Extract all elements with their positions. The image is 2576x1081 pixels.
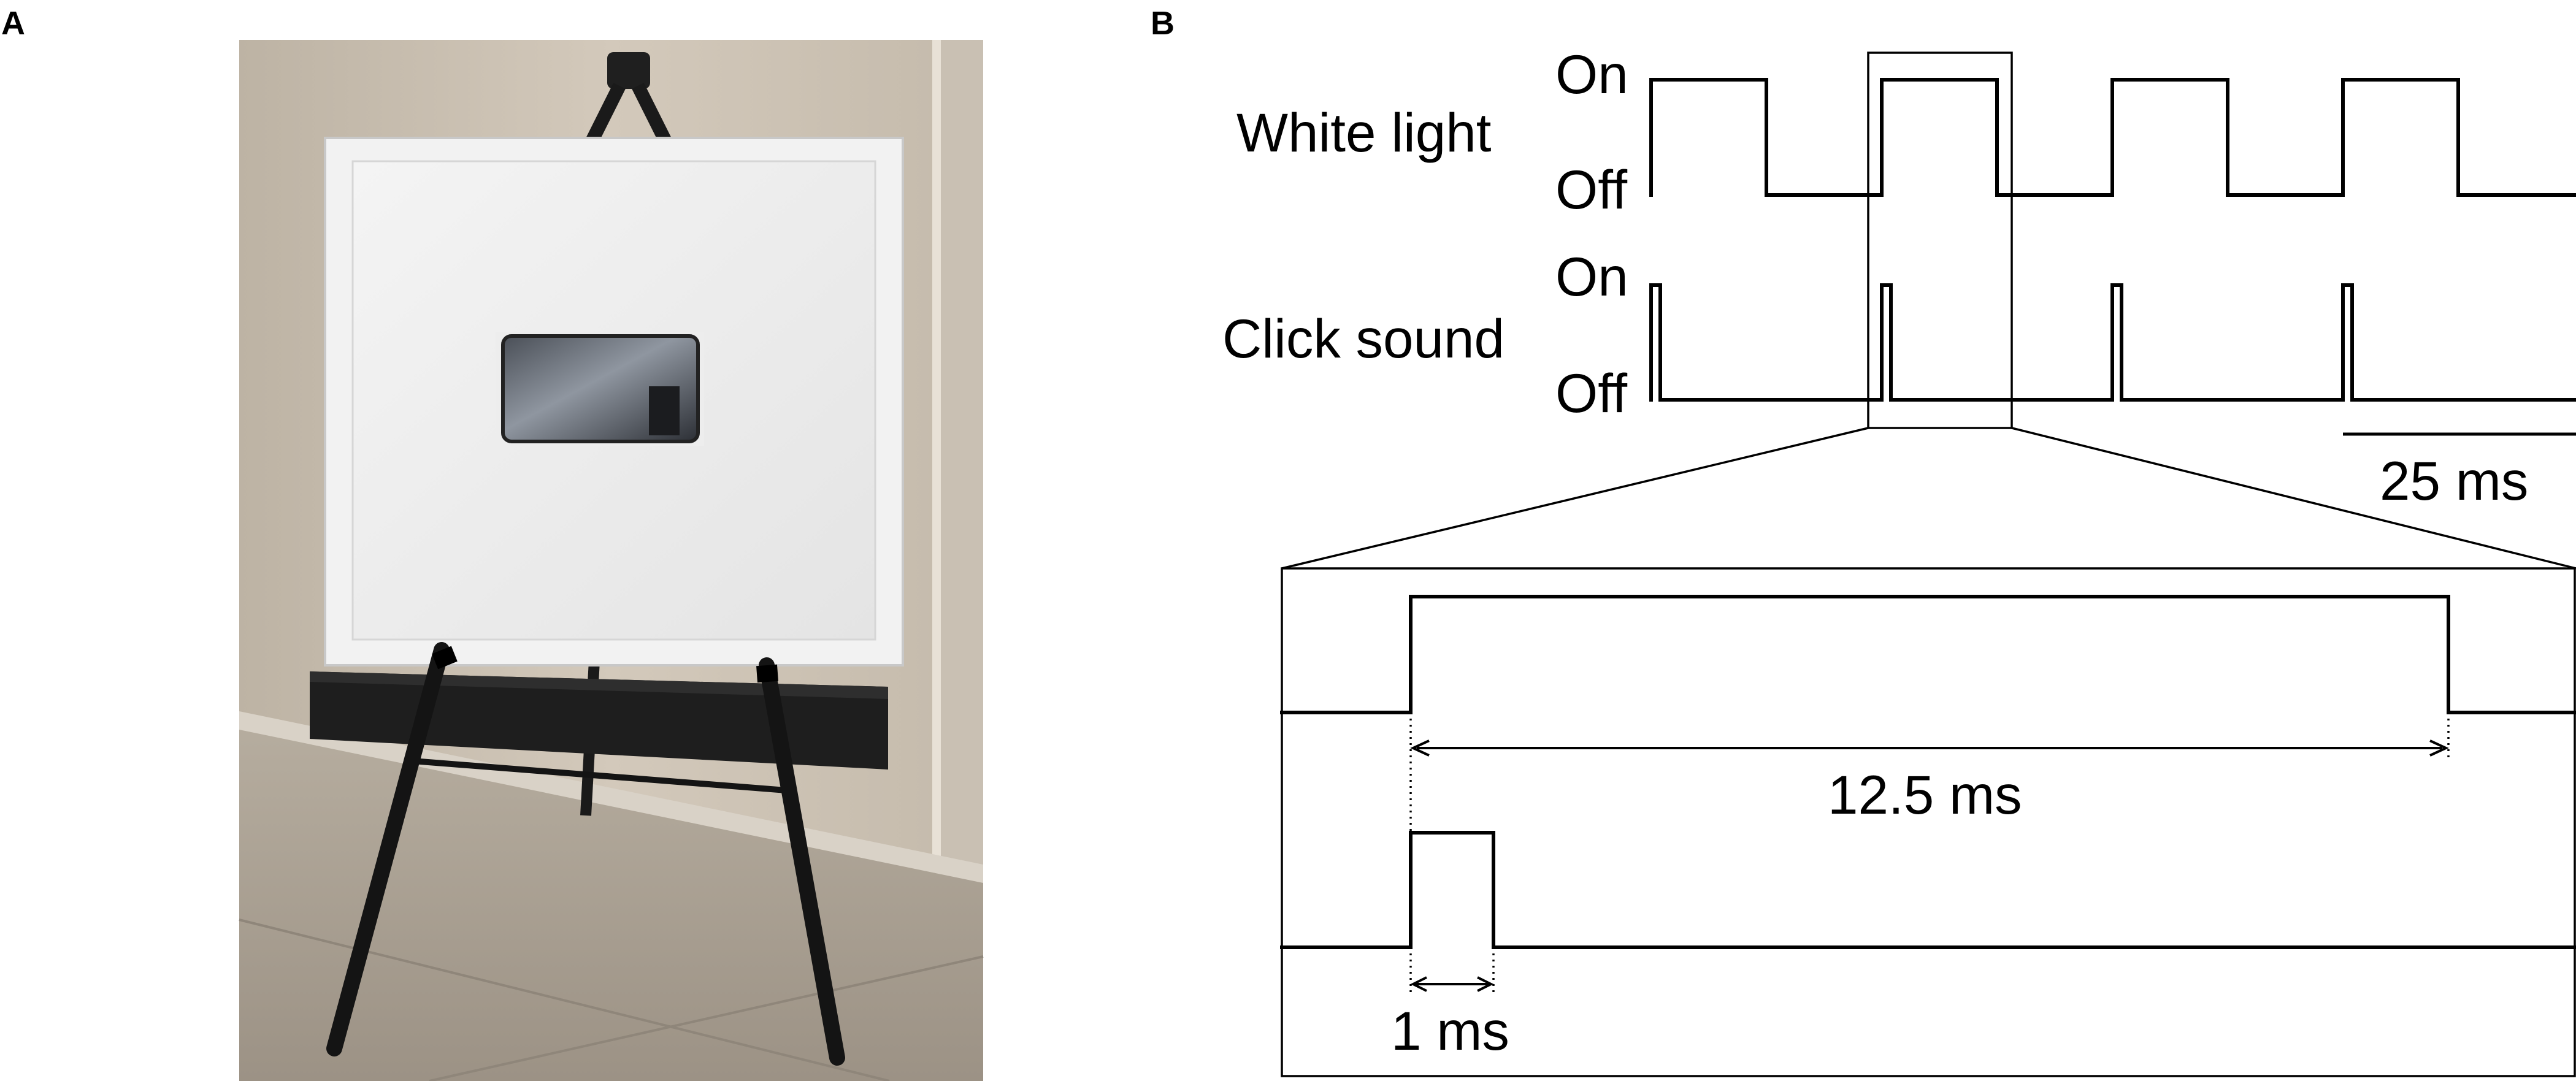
photo-floor xyxy=(239,724,983,1081)
zoom-connector-left xyxy=(1281,427,1869,570)
speaker-icon xyxy=(310,671,888,770)
photo-wall-column xyxy=(941,40,983,886)
sound-signal-label: Click sound xyxy=(1222,308,1505,369)
zoom-sound-waveform xyxy=(1280,831,2576,949)
click-duration-arrowhead-right xyxy=(1477,976,1494,992)
sound-waveform xyxy=(1649,283,2576,402)
sound-on-label: On xyxy=(1555,246,1628,307)
click-duration-label: 1 ms xyxy=(1391,1000,1509,1061)
sound-off-label: Off xyxy=(1555,362,1627,424)
light-on-label: On xyxy=(1555,44,1628,105)
zoom-box xyxy=(1281,567,2576,1077)
light-duration-arrowhead-right xyxy=(2429,739,2449,757)
panel-a-label: A xyxy=(1,5,25,42)
photo-wall-panel-edge xyxy=(932,40,941,886)
floor-seam xyxy=(429,955,984,1081)
floor-seam xyxy=(239,919,890,1081)
light-duration-label: 12.5 ms xyxy=(1828,764,2022,825)
timing-diagram: White light Click sound On Off On Off 25… xyxy=(1222,44,2576,1077)
light-waveform xyxy=(1649,78,2576,197)
tablet-icon xyxy=(496,332,704,446)
panel-b-label: B xyxy=(1151,5,1175,42)
easel-legs xyxy=(326,642,845,1066)
zoom-connector-right xyxy=(2011,427,2576,570)
zoom-highlight-box xyxy=(1867,52,2013,429)
click-duration-arrowhead-left xyxy=(1410,976,1427,992)
zoom-light-waveform xyxy=(1280,595,2576,714)
light-signal-label: White light xyxy=(1236,102,1492,163)
light-duration-arrowhead-left xyxy=(1410,739,1430,757)
apparatus-photo xyxy=(239,40,984,1081)
light-off-label: Off xyxy=(1555,159,1627,220)
scale-bar-label: 25 ms xyxy=(2380,450,2528,511)
